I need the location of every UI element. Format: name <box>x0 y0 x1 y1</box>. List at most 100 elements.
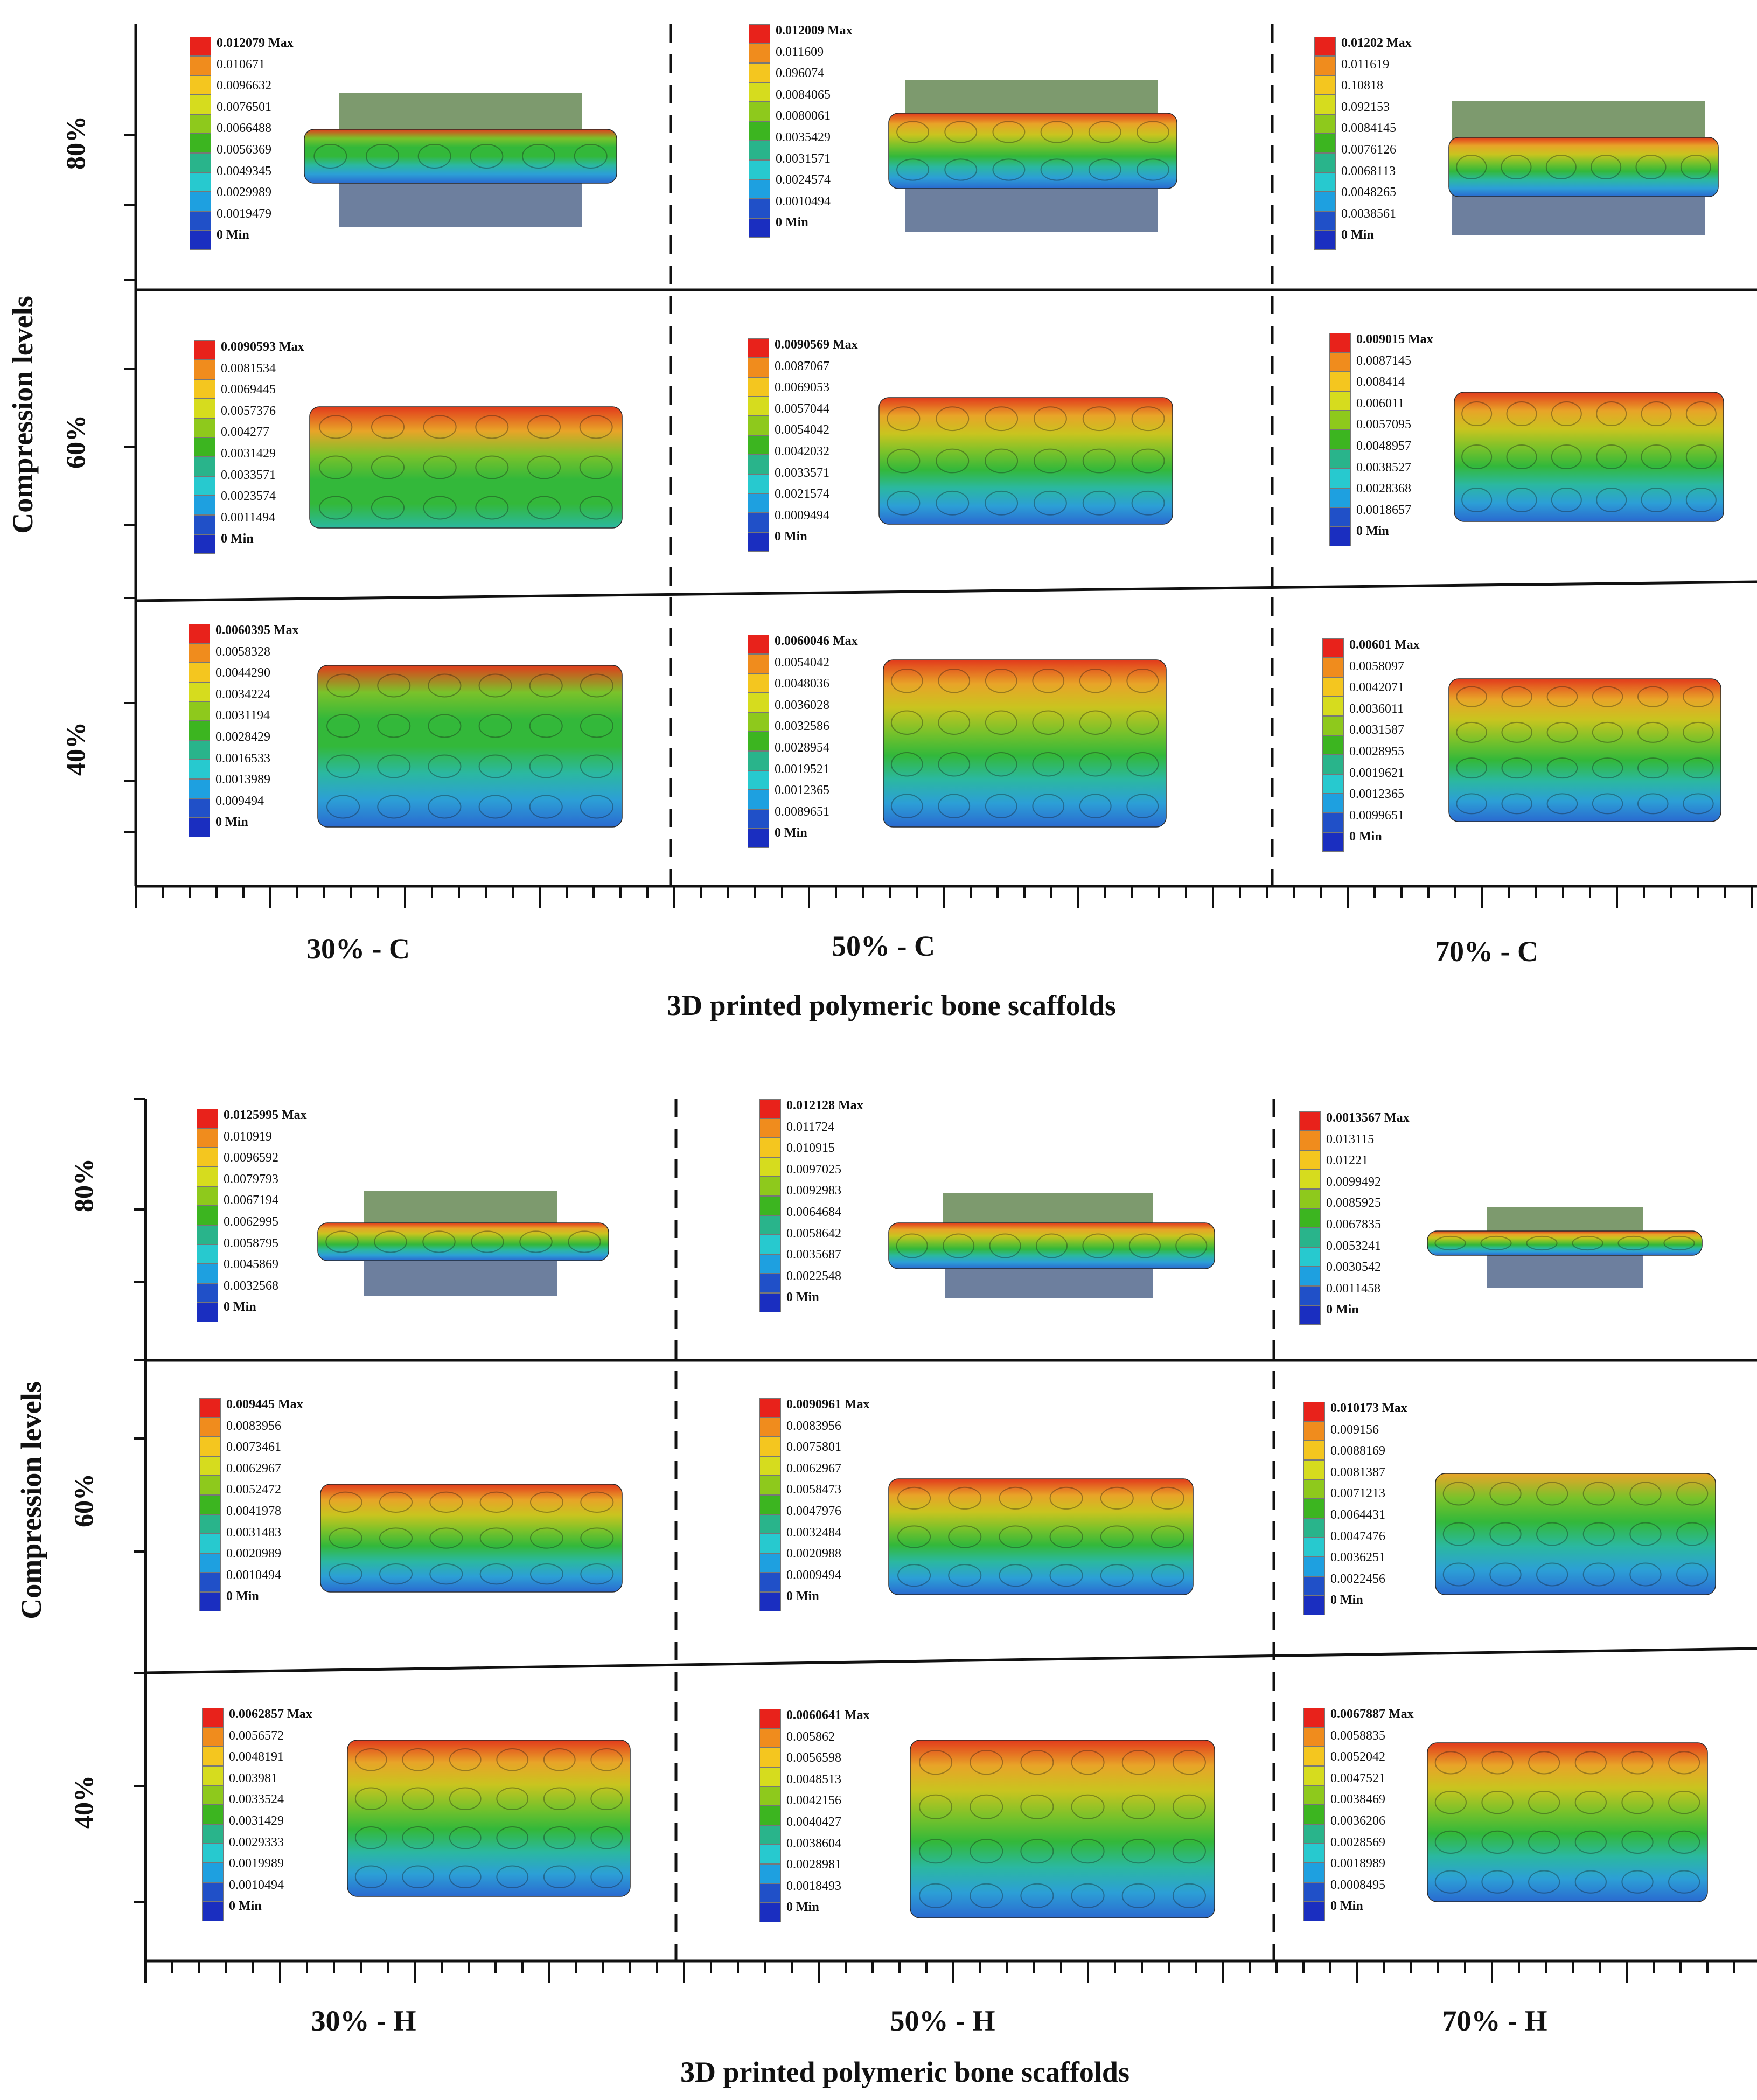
scaffold-strut <box>1088 121 1121 143</box>
scaffold-strut <box>1128 1233 1161 1258</box>
bottom-legend-r3-c2: 0.0060641 Max 0.005862 0.0056598 0.0048513 0… <box>759 1709 910 1946</box>
legend-value-label: 0.008414 <box>1356 375 1405 390</box>
legend-value-label: 0.092153 <box>1341 100 1390 114</box>
scaffold-strut <box>319 496 353 520</box>
scaffold-strut <box>919 1883 953 1908</box>
scaffold-strut <box>1592 757 1623 779</box>
legend-swatch <box>197 1186 218 1206</box>
scaffold-strut <box>590 1748 623 1771</box>
legend-swatch <box>748 673 769 693</box>
scaffold-strut <box>1121 1794 1155 1819</box>
scaffold-strut <box>1546 793 1578 815</box>
legend-value-label: 0.005862 <box>786 1729 835 1744</box>
legend-swatch <box>190 211 211 231</box>
legend-swatch <box>748 790 769 809</box>
legend-swatch <box>759 1293 781 1312</box>
scaffold-strut <box>1172 1750 1206 1775</box>
scaffold-strut <box>896 121 930 143</box>
scaffold-strut <box>1592 793 1623 815</box>
scaffold-strut <box>402 1787 435 1811</box>
scaffold-strut <box>1501 757 1533 779</box>
legend-value-label: 0.0083956 <box>786 1418 841 1433</box>
legend-swatch <box>189 682 210 701</box>
legend-value-label: 0.0041978 <box>226 1504 281 1518</box>
legend-max-label: 0.0090569 Max <box>775 338 858 352</box>
scaffold-strut <box>580 795 613 819</box>
legend-swatch <box>759 1196 781 1215</box>
legend-value-label: 0.0011458 <box>1326 1281 1381 1296</box>
scaffold-strut <box>1088 158 1121 181</box>
legend-value-label: 0.0042032 <box>775 444 829 458</box>
legend-swatch <box>1303 1844 1325 1863</box>
scaffold-strut <box>1621 1830 1654 1854</box>
legend-value-label: 0.0064684 <box>786 1205 841 1219</box>
scaffold-strut <box>1480 1235 1512 1251</box>
legend-value-label: 0.0034224 <box>215 687 270 701</box>
scaffold-strut <box>999 1486 1033 1510</box>
legend-min-label: 0 Min <box>215 815 248 830</box>
scaffold-strut <box>1442 1522 1475 1546</box>
legend-swatch <box>1299 1228 1321 1247</box>
legend-min-label: 0 Min <box>226 1589 259 1604</box>
scaffold-strut <box>1668 1870 1700 1894</box>
scaffold-strut <box>579 415 613 439</box>
legend-swatch <box>759 1138 781 1157</box>
legend-value-label: 0.0081534 <box>221 361 276 376</box>
top-legend-r1-c1: 0.012079 Max 0.010671 0.0096632 0.0076501 0.… <box>190 37 340 274</box>
legend-value-label: 0.0080061 <box>776 109 831 123</box>
legend-swatch <box>759 1903 781 1922</box>
scaffold-strut <box>1136 121 1169 143</box>
legend-swatch <box>1299 1111 1321 1131</box>
legend-value-label: 0.0047976 <box>786 1504 841 1518</box>
legend-value-label: 0.0047476 <box>1330 1529 1385 1543</box>
legend-swatch <box>194 437 215 457</box>
scaffold-strut <box>1033 406 1067 432</box>
scaffold-strut <box>919 1839 953 1864</box>
legend-swatch <box>748 693 769 712</box>
scaffold-strut <box>1637 793 1669 815</box>
legend-value-label: 0.0028368 <box>1356 482 1411 496</box>
scaffold-strut <box>423 415 457 439</box>
legend-swatch <box>189 779 210 798</box>
legend-swatch <box>759 1573 781 1592</box>
legend-value-label: 0.0099492 <box>1326 1174 1381 1189</box>
scaffold-strut <box>1481 1790 1514 1814</box>
scaffold-strut <box>1131 406 1165 432</box>
scaffold-strut <box>479 1563 513 1585</box>
scaffold-strut <box>1049 1564 1083 1587</box>
scaffold-model <box>878 397 1173 525</box>
legend-value-label: 0.0028981 <box>786 1858 841 1872</box>
scaffold-strut <box>896 158 930 181</box>
legend-swatch <box>190 231 211 250</box>
scaffold-strut <box>1020 1883 1054 1908</box>
scaffold-strut <box>1545 155 1577 179</box>
legend-max-label: 0.01202 Max <box>1341 36 1412 50</box>
legend-value-label: 0.009494 <box>215 794 264 808</box>
legend-value-label: 0.0028569 <box>1330 1835 1385 1849</box>
legend-max-label: 0.0060395 Max <box>215 623 299 637</box>
legend-swatch <box>1299 1286 1321 1305</box>
legend-swatch <box>759 1534 781 1553</box>
legend-value-label: 0.0062967 <box>226 1461 281 1476</box>
legend-max-label: 0.0062857 Max <box>229 1707 312 1721</box>
scaffold-strut <box>1489 1562 1522 1587</box>
scaffold-strut <box>1071 1883 1105 1908</box>
legend-value-label: 0.0058473 <box>786 1483 841 1497</box>
scaffold-strut <box>1126 752 1159 777</box>
scaffold-strut <box>325 1230 359 1253</box>
legend-swatch <box>1299 1247 1321 1267</box>
legend-value-label: 0.0099651 <box>1349 808 1404 823</box>
legend-swatch <box>199 1514 221 1534</box>
scaffold-strut <box>377 795 411 819</box>
legend-value-label: 0.0056369 <box>217 143 271 157</box>
scaffold-strut <box>519 1230 553 1253</box>
legend-value-label: 0.0035429 <box>776 130 831 144</box>
legend-swatch <box>197 1109 218 1128</box>
scaffold-strut <box>1536 1522 1568 1546</box>
scaffold-strut <box>1528 1790 1560 1814</box>
legend-value-label: 0.0019521 <box>775 762 829 776</box>
scaffold-strut <box>1621 1751 1654 1775</box>
scaffold-strut <box>1100 1564 1134 1587</box>
legend-swatch <box>199 1495 221 1514</box>
